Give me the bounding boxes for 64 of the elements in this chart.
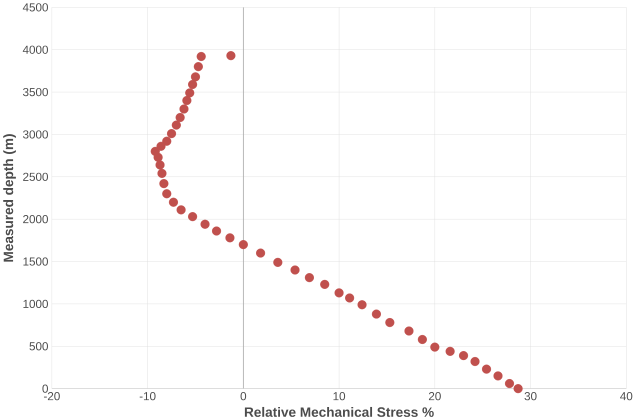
- point: [176, 112, 185, 122]
- point: [166, 128, 176, 138]
- point: [188, 212, 198, 222]
- y-tick-label: 1500: [23, 257, 48, 266]
- point: [156, 142, 166, 151]
- y-tick-label: 4500: [22, 3, 48, 12]
- point: [404, 326, 414, 336]
- point: [225, 233, 234, 242]
- point: [385, 318, 394, 328]
- x-tick-label: 0: [240, 392, 246, 400]
- point: [514, 384, 523, 394]
- point: [226, 51, 236, 60]
- point: [185, 88, 194, 98]
- point: [446, 346, 455, 356]
- y-tick-label: 2500: [23, 172, 48, 181]
- point: [418, 334, 427, 344]
- y-tick-label: 3500: [22, 88, 48, 96]
- point: [190, 72, 200, 82]
- point: [273, 258, 282, 267]
- point: [482, 364, 492, 374]
- y-axis-title: Measured depth (m): [3, 134, 16, 262]
- point: [150, 146, 160, 156]
- x-tick-label: -10: [140, 392, 156, 400]
- point: [504, 378, 514, 388]
- point: [162, 189, 172, 198]
- point: [458, 350, 468, 360]
- point: [176, 205, 186, 214]
- point: [212, 226, 222, 236]
- y-tick-label: 2000: [23, 214, 48, 224]
- point: [290, 265, 300, 274]
- x-axis-title: Relative Mechanical Stress %: [244, 406, 434, 417]
- y-tick-label: 4000: [22, 46, 48, 54]
- point: [179, 104, 189, 114]
- point: [493, 371, 503, 380]
- x-tick-label: 40: [620, 392, 632, 400]
- point: [172, 120, 181, 130]
- point: [320, 280, 330, 289]
- point: [182, 96, 192, 106]
- y-tick-label: 500: [29, 342, 48, 350]
- point: [155, 160, 165, 170]
- point: [238, 240, 248, 250]
- x-tick-label: 10: [333, 392, 346, 400]
- y-tick-label: 1000: [23, 300, 48, 308]
- point: [358, 300, 367, 310]
- point: [157, 168, 167, 178]
- point: [345, 293, 354, 302]
- point: [430, 342, 440, 352]
- y-tick-label: 3000: [22, 130, 48, 138]
- point: [470, 356, 480, 366]
- point: [200, 220, 210, 229]
- x-tick-label: -20: [44, 392, 60, 400]
- point: [334, 288, 344, 298]
- point: [372, 309, 381, 319]
- point: [256, 248, 266, 258]
- x-tick-label: 20: [428, 392, 441, 400]
- point: [304, 272, 314, 282]
- y-tick-label: 0: [42, 384, 48, 393]
- point: [194, 62, 203, 72]
- point: [168, 198, 178, 207]
- x-tick-label: 30: [524, 392, 537, 400]
- point: [196, 52, 206, 61]
- point: [162, 136, 172, 146]
- point: [188, 80, 198, 89]
- point: [159, 178, 168, 188]
